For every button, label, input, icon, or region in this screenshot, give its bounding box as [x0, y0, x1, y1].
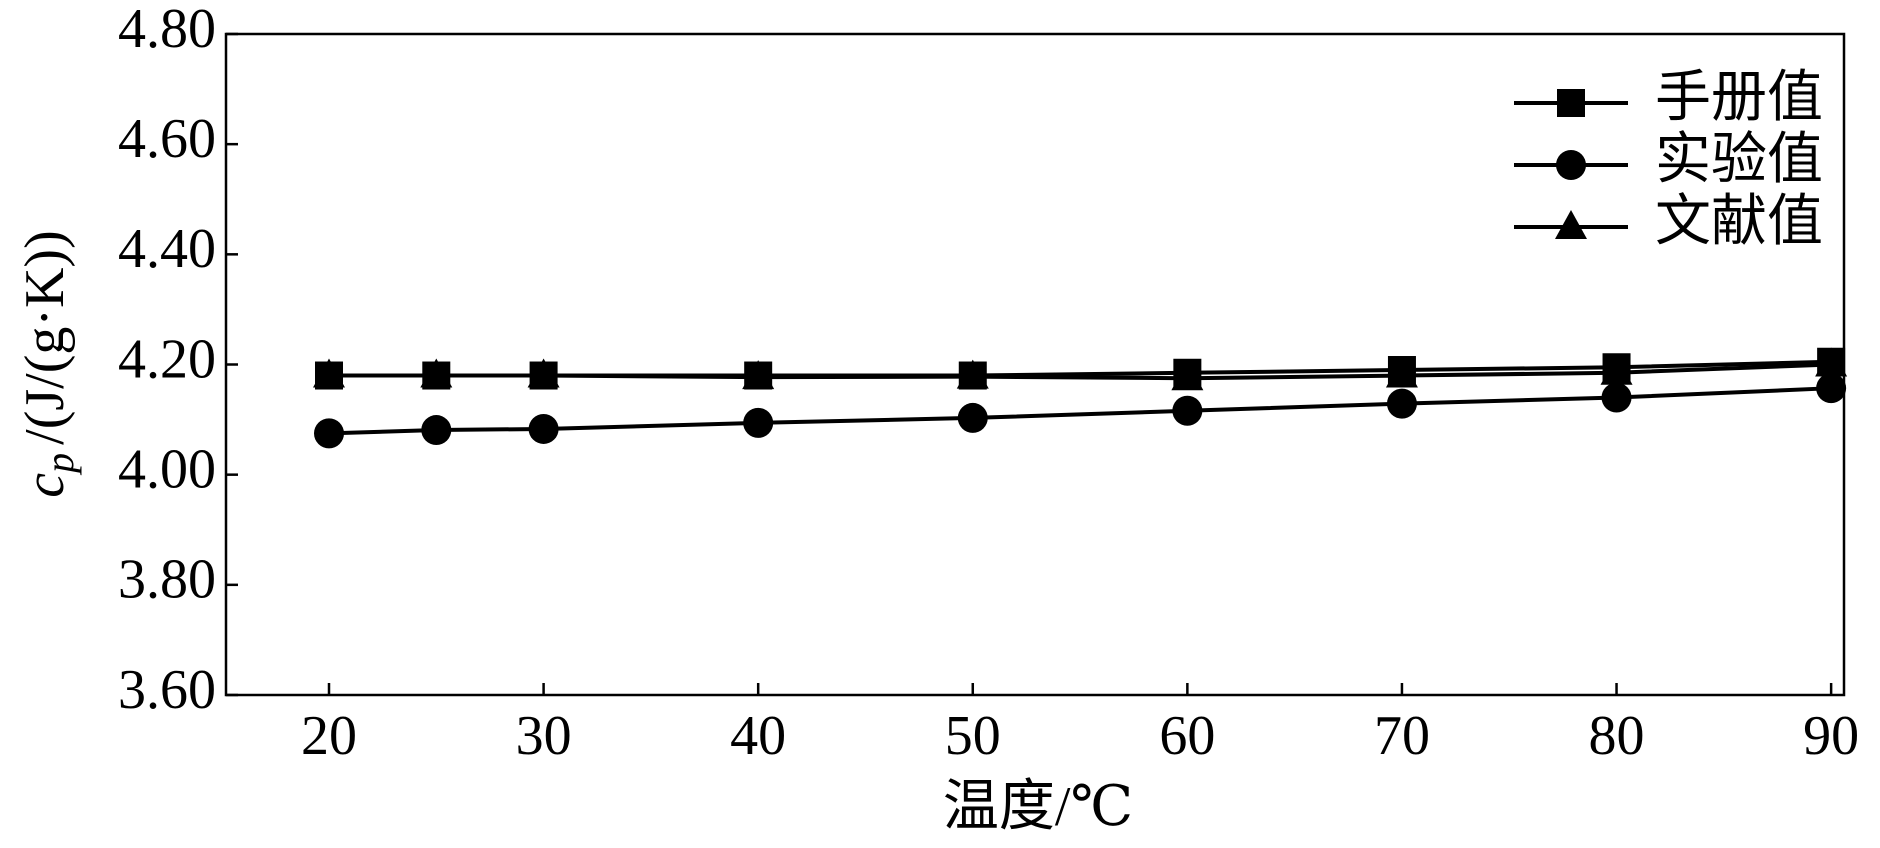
legend-marker: [1555, 210, 1587, 239]
y-axis-subscript: p: [37, 453, 82, 476]
marker: [956, 359, 989, 389]
marker: [1386, 388, 1417, 419]
marker: [743, 407, 774, 438]
marker: [742, 360, 775, 390]
x-tick-label: 70: [1374, 705, 1430, 767]
marker: [1385, 358, 1418, 388]
x-tick-label: 30: [516, 705, 572, 767]
x-axis-title: 温度/℃: [943, 776, 1133, 838]
marker: [1815, 347, 1848, 377]
marker: [1600, 355, 1633, 385]
marker: [1171, 361, 1204, 391]
legend-label: 手册值: [1655, 67, 1823, 129]
x-tick-label: 50: [945, 705, 1001, 767]
marker: [1172, 395, 1203, 426]
y-axis-symbol: c: [14, 473, 76, 498]
marker: [314, 418, 345, 449]
y-tick-label: 3.60: [118, 659, 216, 721]
legend-label: 文献值: [1655, 191, 1823, 253]
marker: [421, 415, 452, 446]
y-tick-label: 4.40: [118, 218, 216, 280]
y-axis-unit: /(J/(g·K)): [14, 230, 76, 445]
x-tick-label: 80: [1589, 705, 1645, 767]
legend-marker: [1557, 89, 1585, 117]
marker: [313, 358, 346, 388]
x-tick-label: 40: [730, 705, 786, 767]
plot-frame: [224, 32, 1846, 697]
x-tick-label: 90: [1803, 705, 1859, 767]
x-tick-label: 60: [1159, 705, 1215, 767]
legend-label: 实验值: [1655, 129, 1823, 191]
marker: [420, 358, 453, 388]
marker: [527, 358, 560, 388]
y-tick-label: 4.20: [118, 328, 216, 390]
y-tick-label: 3.80: [118, 549, 216, 611]
marker: [1816, 373, 1847, 404]
y-tick-label: 4.00: [118, 439, 216, 501]
marker: [1601, 382, 1632, 413]
marker: [957, 402, 988, 433]
y-tick-label: 4.60: [118, 108, 216, 170]
y-tick-label: 4.80: [118, 0, 216, 60]
legend-marker: [1556, 150, 1586, 180]
y-axis-title: cp /(J/(g·K)): [14, 230, 82, 497]
x-tick-label: 20: [301, 705, 357, 767]
marker: [528, 413, 559, 444]
